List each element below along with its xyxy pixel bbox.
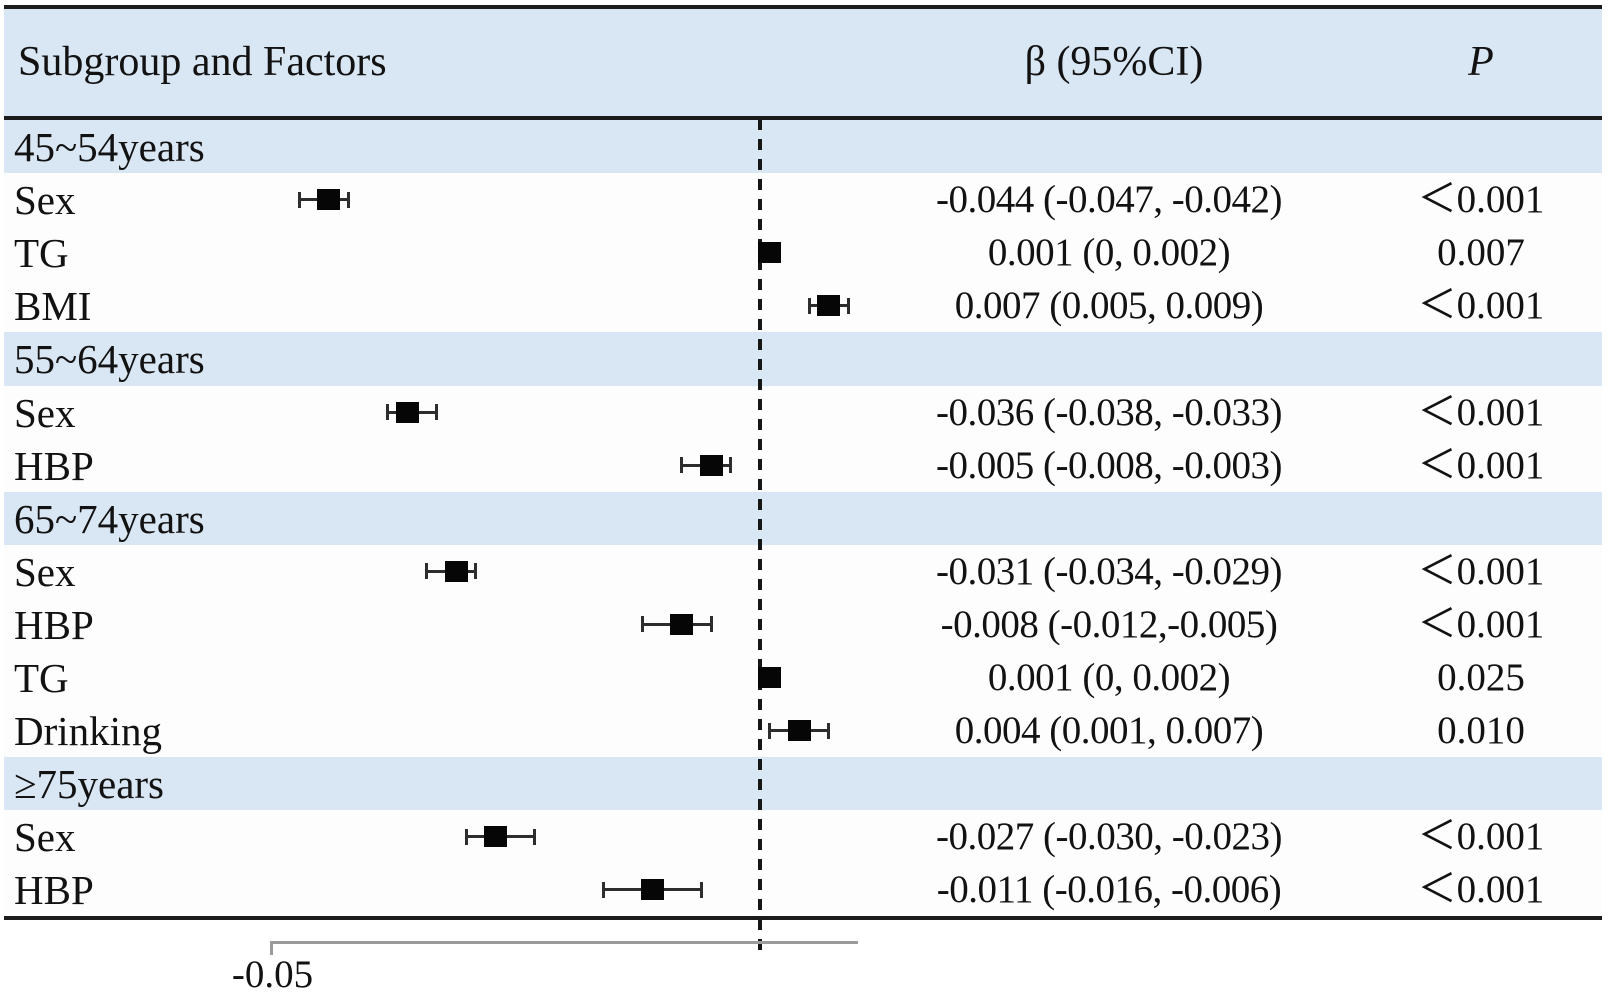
column-header-beta-ci: β (95%CI)	[1024, 39, 1204, 85]
column-header-subgroup-factors: Subgroup and Factors	[18, 39, 387, 85]
p-value: 0.025	[1437, 656, 1525, 699]
beta-ci-value: -0.027 (-0.030, -0.023)	[936, 815, 1282, 859]
p-value: ＜0.001	[1417, 815, 1545, 859]
subgroup-label: 55~64years	[14, 336, 205, 383]
beta-ci-value: 0.007 (0.005, 0.009)	[954, 284, 1264, 328]
factor-label: Sex	[14, 177, 76, 224]
bottom-rule	[4, 916, 1602, 920]
factor-label: BMI	[14, 283, 92, 330]
p-value: 0.007	[1437, 231, 1525, 275]
p-value: ＜0.001	[1417, 549, 1545, 593]
p-value: 0.010	[1437, 709, 1525, 753]
subgroup-label: ≥75years	[14, 761, 165, 808]
factor-row: HBP -0.005 (-0.008, -0.003) ＜0.001	[4, 438, 1602, 493]
x-axis-tick-label: -0.05	[231, 953, 314, 996]
factor-row: Sex -0.031 (-0.034, -0.029) ＜0.001	[4, 544, 1602, 599]
factor-row: HBP -0.008 (-0.012,-0.005) ＜0.001	[4, 597, 1602, 652]
subgroup-label: 65~74years	[14, 495, 205, 542]
x-axis-tick	[270, 941, 273, 955]
beta-ci-value: -0.005 (-0.008, -0.003)	[936, 443, 1282, 487]
beta-ci-value: 0.004 (0.001, 0.007)	[954, 709, 1264, 753]
factor-label: Sex	[14, 548, 76, 595]
factor-row: Sex -0.027 (-0.030, -0.023) ＜0.001	[4, 810, 1602, 865]
p-value: ＜0.001	[1417, 602, 1545, 646]
beta-ci-value: -0.044 (-0.047, -0.042)	[936, 178, 1282, 222]
beta-ci-value: -0.031 (-0.034, -0.029)	[936, 549, 1282, 593]
beta-ci-value: -0.008 (-0.012,-0.005)	[940, 602, 1278, 646]
top-rule	[4, 5, 1602, 9]
p-value: ＜0.001	[1417, 390, 1545, 434]
factor-label: HBP	[14, 442, 94, 489]
subgroup-label: 45~54years	[14, 124, 205, 170]
column-header-p-value: P	[1468, 39, 1494, 85]
factor-row: TG 0.001 (0, 0.002) 0.007	[4, 226, 1602, 281]
factor-label: TG	[14, 230, 69, 277]
factor-row: Drinking 0.004 (0.001, 0.007) 0.010	[4, 704, 1602, 759]
beta-ci-value: -0.036 (-0.038, -0.033)	[936, 390, 1282, 434]
factor-label: Sex	[14, 389, 76, 436]
subgroup-band: 65~74years	[4, 491, 1602, 546]
subgroup-band: ≥75years	[4, 757, 1602, 812]
beta-ci-value: 0.001 (0, 0.002)	[987, 656, 1231, 699]
beta-ci-value: 0.001 (0, 0.002)	[987, 231, 1231, 275]
factor-row: BMI 0.007 (0.005, 0.009) ＜0.001	[4, 279, 1602, 334]
table-header: Subgroup and Factors β (95%CI) P	[4, 9, 1602, 116]
x-axis-line	[270, 941, 858, 944]
p-value: ＜0.001	[1417, 178, 1545, 222]
factor-label: Drinking	[14, 708, 163, 755]
p-value: ＜0.001	[1417, 868, 1545, 912]
factor-label: Sex	[14, 814, 76, 861]
factor-row: Sex -0.036 (-0.038, -0.033) ＜0.001	[4, 385, 1602, 440]
p-value: ＜0.001	[1417, 284, 1545, 328]
beta-ci-value: -0.011 (-0.016, -0.006)	[936, 868, 1282, 912]
factor-row: TG 0.001 (0, 0.002) 0.025	[4, 651, 1602, 705]
header-separator-rule	[4, 116, 1602, 120]
factor-label: TG	[14, 655, 69, 701]
factor-label: HBP	[14, 601, 94, 648]
factor-row: HBP -0.011 (-0.016, -0.006) ＜0.001	[4, 863, 1602, 918]
zero-reference-dashed-line	[758, 119, 762, 952]
subgroup-band: 45~54years	[4, 120, 1602, 174]
subgroup-band: 55~64years	[4, 332, 1602, 387]
factor-row: Sex -0.044 (-0.047, -0.042) ＜0.001	[4, 173, 1602, 228]
p-value: ＜0.001	[1417, 443, 1545, 487]
factor-label: HBP	[14, 867, 94, 914]
